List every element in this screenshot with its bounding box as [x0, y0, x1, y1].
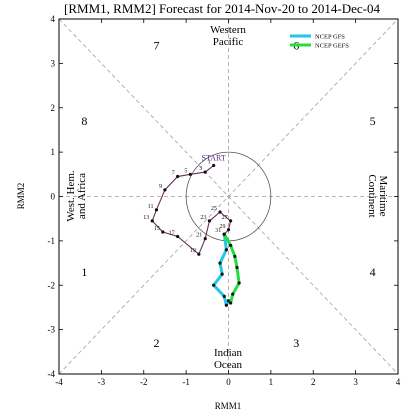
y-axis-label: RMM2	[16, 183, 26, 210]
observed-point	[197, 252, 201, 256]
phase-label-1: 1	[81, 265, 87, 279]
forecast-point	[220, 272, 224, 276]
observed-point	[176, 234, 180, 239]
forecast-point	[226, 299, 231, 303]
region-left-line1: West. Hem.	[65, 170, 77, 222]
observed-point	[161, 230, 165, 234]
observed-point-label: 31	[215, 228, 221, 234]
observed-point	[150, 219, 154, 223]
forecast-point	[224, 248, 228, 252]
y-tick-label: 3	[51, 58, 56, 68]
observed-point	[226, 228, 231, 232]
observed-point-label: 9	[159, 184, 162, 190]
observed-point-label: 27	[222, 215, 228, 221]
y-tick-label: -2	[48, 280, 56, 290]
observed-point	[203, 170, 207, 174]
forecast-point	[231, 292, 235, 296]
observed-line	[151, 165, 232, 256]
y-tick-label: -3	[48, 325, 56, 335]
x-tick-label: -4	[55, 377, 63, 387]
y-tick-label: 2	[51, 103, 56, 113]
y-tick-label: -1	[48, 236, 56, 246]
y-tick-label: 4	[51, 14, 56, 24]
legend: NCEP GFS NCEP GEFS	[290, 34, 349, 50]
legend-label-gfs: NCEP GFS	[315, 34, 345, 41]
forecast-series	[212, 232, 241, 307]
grid-layer	[58, 18, 399, 375]
region-bottom-line1: Indian	[214, 347, 243, 359]
region-right-line1: Maritime	[377, 176, 389, 217]
region-top-line1: Western	[210, 24, 246, 36]
start-label: START	[202, 153, 226, 162]
observed-point	[188, 172, 192, 176]
phase-label-8: 8	[81, 114, 87, 128]
phase-label-7: 7	[153, 39, 159, 53]
region-right-line2: Continent	[366, 174, 378, 217]
forecast-point	[222, 232, 226, 236]
grid-line-diagonal-down	[58, 18, 399, 375]
observed-point-label: 11	[148, 204, 154, 210]
observed-point-label: 7	[172, 171, 175, 177]
observed-point-label: 1	[208, 159, 211, 165]
observed-point-label: 13	[143, 215, 149, 221]
y-tick-label: 0	[51, 192, 56, 202]
observed-point-label: 5	[184, 168, 187, 174]
observed-point-label: 29	[220, 224, 226, 230]
observed-point-label: 19	[190, 248, 196, 254]
forecast-point	[212, 283, 216, 287]
x-tick-label: 2	[311, 377, 316, 387]
observed-point	[212, 163, 216, 168]
x-tick-label: 0	[226, 377, 231, 387]
region-left-line2: and Africa	[76, 173, 88, 219]
observed-point-label: 25	[211, 206, 217, 212]
forecast-point	[237, 281, 241, 285]
chart-title: [RMM1, RMM2] Forecast for 2014-Nov-20 to…	[64, 1, 380, 16]
legend-label-gefs: NCEP GEFS	[315, 43, 349, 50]
forecast-point	[218, 261, 222, 265]
region-bottom-line2: Ocean	[214, 359, 243, 371]
phase-label-2: 2	[153, 336, 159, 350]
x-axis-label: RMM1	[215, 401, 242, 411]
forecast-point	[229, 243, 233, 247]
observed-point	[229, 219, 233, 223]
phase-label-3: 3	[293, 336, 299, 350]
forecast-point	[229, 301, 233, 305]
forecast-point	[224, 303, 228, 307]
observed-point-label: 23	[200, 215, 206, 221]
x-tick-label: 1	[269, 377, 274, 387]
observed-point	[207, 219, 212, 223]
phase-label-5: 5	[370, 114, 376, 128]
x-tick-label: -2	[140, 377, 148, 387]
y-tick-label: -4	[48, 369, 56, 379]
x-tick-label: 3	[353, 377, 358, 387]
forecast-point	[222, 294, 226, 298]
forecast-point	[235, 265, 239, 270]
observed-point-label: 15	[154, 226, 160, 232]
x-tick-label: -3	[98, 377, 106, 387]
observed-point	[218, 210, 222, 214]
y-tick-label: 1	[51, 147, 56, 157]
observed-point	[163, 188, 167, 192]
forecast-point	[233, 254, 237, 259]
observed-point	[176, 174, 180, 179]
observed-point-label: 21	[196, 233, 202, 239]
observed-point-label: 17	[169, 230, 175, 236]
observed-point	[203, 237, 207, 241]
observed-point	[154, 208, 159, 212]
x-tick-label: 4	[396, 377, 401, 387]
phase-label-4: 4	[370, 265, 376, 279]
x-tick-label: -1	[182, 377, 190, 387]
region-top-line2: Pacific	[213, 36, 244, 48]
forecast-line-0	[212, 234, 230, 307]
observed-point-label: 3	[199, 166, 202, 172]
